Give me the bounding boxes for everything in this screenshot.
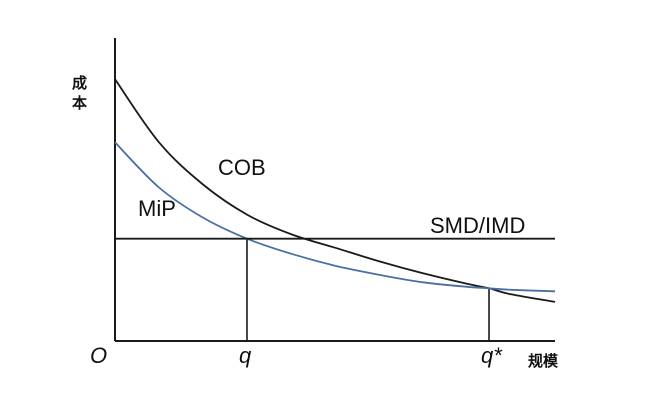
cob-curve — [114, 78, 556, 303]
origin-label: O — [90, 343, 107, 368]
x-axis-label: 规模 — [528, 352, 559, 370]
y-axis-label-char-1: 成 — [72, 74, 87, 92]
y-axis-label-char-2: 本 — [72, 94, 87, 112]
smd-imd-label: SMD/IMD — [430, 213, 525, 238]
mip-curve — [114, 141, 556, 293]
q-star-marker-label: q* — [481, 343, 503, 368]
q-marker-label: q — [239, 343, 252, 368]
cob-label: COB — [218, 155, 266, 180]
mip-label: MiP — [138, 196, 176, 221]
